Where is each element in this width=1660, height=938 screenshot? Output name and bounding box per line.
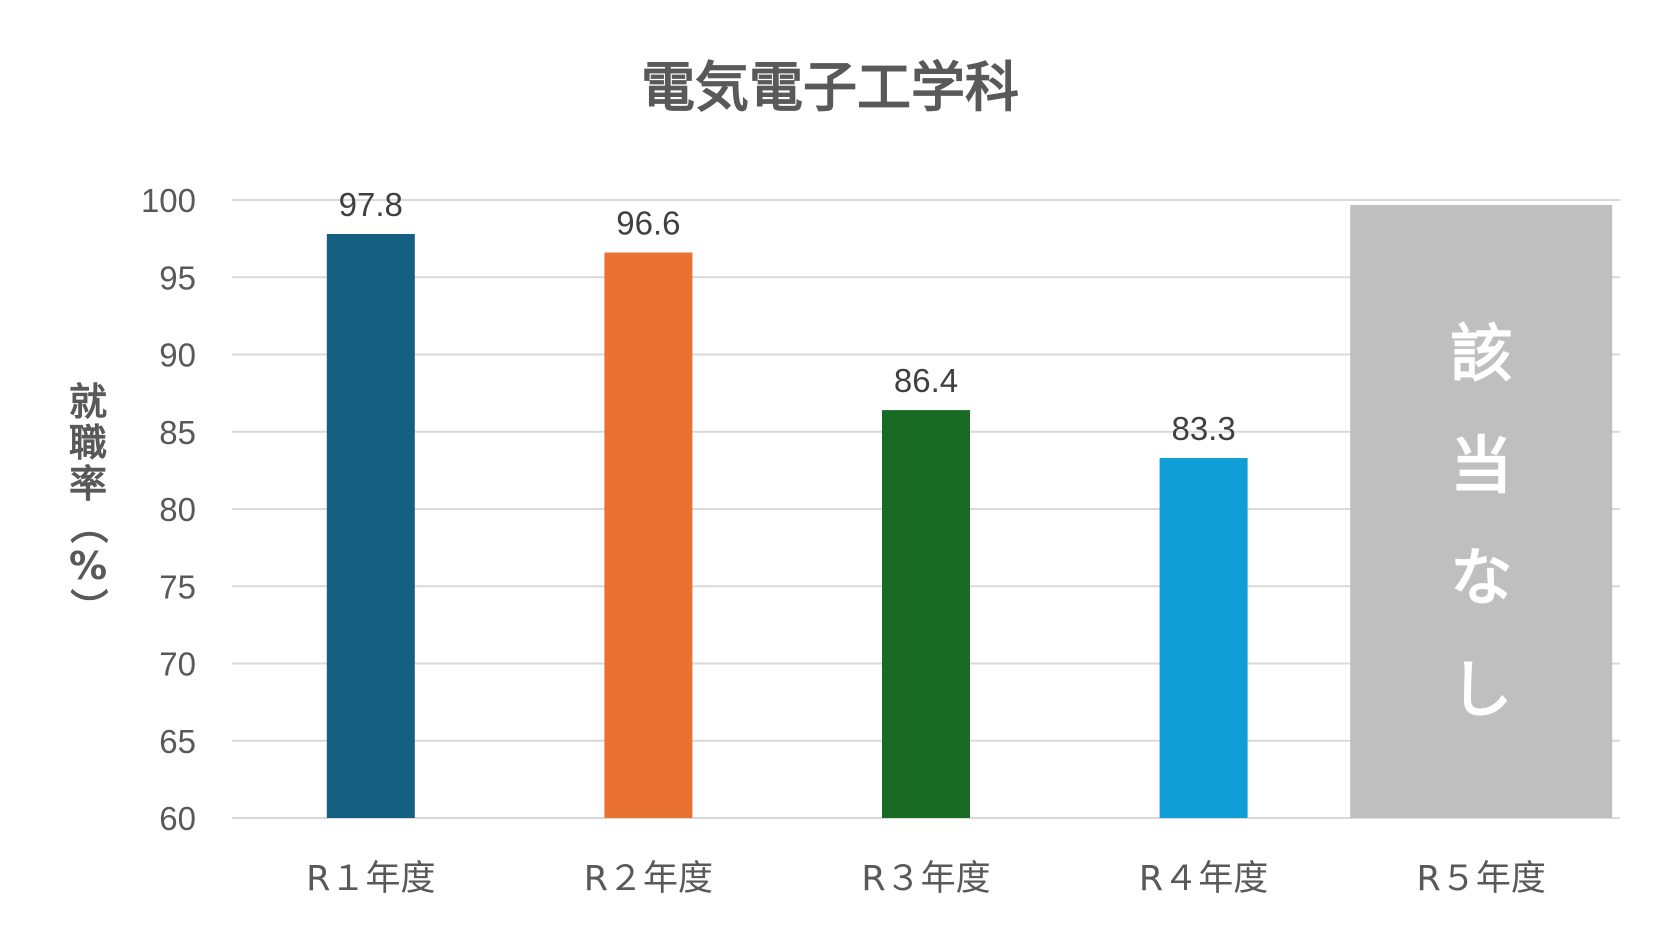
y-axis-label-char: 職 — [69, 421, 107, 465]
y-axis-label-char: （ — [66, 506, 110, 544]
x-category-label: R５年度 — [1417, 859, 1546, 899]
bar — [604, 252, 693, 818]
not-applicable-bar — [1350, 205, 1613, 818]
y-tick-label: 65 — [159, 723, 196, 760]
not-applicable-label-char: 該 — [1450, 317, 1512, 390]
y-axis-label-char: ） — [66, 588, 110, 626]
x-category-label: R４年度 — [1139, 859, 1268, 899]
x-category-label: R２年度 — [584, 859, 713, 899]
data-label: 96.6 — [616, 205, 680, 242]
y-tick-label: 90 — [159, 337, 196, 374]
y-tick-label: 85 — [159, 414, 196, 451]
y-tick-label: 95 — [159, 259, 196, 296]
y-tick-label: 60 — [159, 800, 196, 837]
data-label: 86.4 — [894, 362, 958, 399]
not-applicable-label-char: 当 — [1450, 429, 1512, 502]
y-tick-label: 100 — [141, 182, 196, 219]
y-axis-label-char: 率 — [69, 462, 107, 506]
bar — [882, 410, 970, 818]
x-category-label: R１年度 — [306, 859, 435, 899]
x-axis-categories: R１年度 R２年度 R３年度 R４年度 R５年度 — [306, 859, 1546, 899]
y-tick-label: 70 — [159, 646, 196, 683]
data-label: 97.8 — [339, 186, 403, 223]
y-axis-ticks: 60 65 70 75 80 85 90 95 100 — [141, 182, 196, 837]
x-category-label: R３年度 — [861, 859, 990, 899]
y-axis-label-char: 就 — [69, 380, 107, 424]
bar — [1159, 458, 1248, 818]
bar — [326, 233, 415, 819]
not-applicable-label-char: し — [1450, 653, 1512, 726]
not-applicable-label-char: な — [1450, 541, 1512, 614]
chart-title: 電気電子工学科 — [641, 56, 1019, 119]
y-axis-label-char: % — [69, 544, 107, 588]
y-tick-label: 80 — [159, 491, 196, 528]
y-axis-label: 就職率（%） — [66, 380, 110, 626]
y-tick-label: 75 — [159, 568, 196, 605]
data-label: 83.3 — [1171, 410, 1235, 447]
